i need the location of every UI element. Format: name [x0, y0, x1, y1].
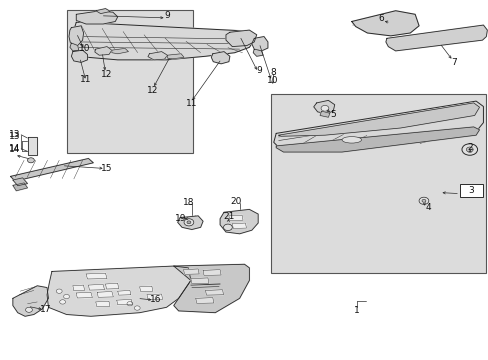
Polygon shape: [183, 269, 199, 274]
Polygon shape: [320, 111, 329, 117]
Polygon shape: [13, 183, 27, 191]
Polygon shape: [177, 216, 203, 229]
Polygon shape: [225, 30, 256, 46]
Text: 6: 6: [377, 14, 383, 23]
Text: 13: 13: [9, 132, 20, 141]
Text: 13: 13: [9, 130, 20, 139]
Polygon shape: [232, 223, 246, 228]
Text: 12: 12: [101, 71, 112, 80]
Circle shape: [63, 294, 69, 299]
Circle shape: [60, 300, 65, 304]
Text: 5: 5: [330, 110, 335, 119]
Polygon shape: [86, 273, 107, 279]
Polygon shape: [385, 25, 487, 51]
Polygon shape: [96, 9, 110, 14]
Text: 11: 11: [80, 75, 92, 84]
Polygon shape: [13, 286, 48, 316]
Bar: [66, 10, 193, 153]
Circle shape: [127, 302, 133, 306]
Polygon shape: [313, 100, 334, 114]
Polygon shape: [95, 46, 112, 55]
Polygon shape: [148, 51, 167, 60]
Text: 2: 2: [467, 143, 472, 152]
Polygon shape: [71, 22, 254, 60]
Text: 15: 15: [101, 164, 113, 173]
Text: 12: 12: [147, 86, 158, 95]
Polygon shape: [88, 284, 104, 290]
Circle shape: [186, 221, 190, 224]
Text: 18: 18: [183, 198, 194, 207]
Circle shape: [321, 105, 328, 111]
Polygon shape: [96, 301, 110, 307]
Polygon shape: [190, 278, 208, 284]
Polygon shape: [76, 12, 118, 24]
Polygon shape: [195, 298, 213, 303]
Text: 7: 7: [450, 58, 456, 67]
Text: 14: 14: [9, 145, 20, 154]
Polygon shape: [253, 49, 263, 56]
Text: 10: 10: [266, 76, 278, 85]
Text: 17: 17: [40, 305, 51, 314]
Text: 3: 3: [468, 186, 473, 195]
Polygon shape: [351, 11, 418, 36]
Circle shape: [461, 144, 477, 155]
Text: 20: 20: [229, 197, 241, 206]
Circle shape: [27, 158, 34, 163]
Polygon shape: [203, 270, 221, 275]
Polygon shape: [71, 50, 87, 62]
Circle shape: [418, 197, 428, 204]
Text: 9: 9: [164, 11, 170, 20]
Polygon shape: [10, 158, 93, 181]
Polygon shape: [228, 215, 243, 221]
Polygon shape: [105, 283, 119, 289]
Polygon shape: [27, 137, 37, 155]
Polygon shape: [211, 51, 229, 64]
Text: 19: 19: [175, 213, 186, 222]
Polygon shape: [70, 43, 79, 51]
Polygon shape: [97, 292, 113, 297]
Circle shape: [223, 224, 232, 230]
Polygon shape: [118, 291, 131, 295]
Text: 1: 1: [353, 306, 359, 315]
Polygon shape: [147, 294, 162, 300]
Text: 16: 16: [149, 294, 161, 303]
Circle shape: [183, 219, 193, 226]
Polygon shape: [69, 26, 83, 45]
Polygon shape: [278, 103, 479, 136]
Polygon shape: [13, 178, 27, 186]
Polygon shape: [112, 48, 128, 54]
Text: 14: 14: [9, 144, 20, 153]
Polygon shape: [205, 290, 223, 295]
Polygon shape: [76, 292, 92, 298]
Text: 10: 10: [79, 44, 90, 53]
Circle shape: [466, 147, 472, 152]
Text: 8: 8: [269, 68, 275, 77]
Polygon shape: [73, 285, 84, 291]
Text: 9: 9: [256, 67, 262, 76]
Circle shape: [56, 289, 62, 293]
Circle shape: [25, 307, 32, 312]
Polygon shape: [47, 266, 190, 316]
Bar: [459, 184, 483, 197]
Text: 21: 21: [223, 212, 234, 221]
Bar: [271, 94, 485, 273]
Text: 4: 4: [425, 203, 431, 212]
Polygon shape: [273, 101, 483, 149]
Polygon shape: [167, 54, 183, 59]
Polygon shape: [140, 286, 153, 292]
Text: 11: 11: [186, 99, 197, 108]
Ellipse shape: [341, 136, 361, 143]
Circle shape: [134, 306, 140, 310]
Polygon shape: [173, 264, 249, 313]
Circle shape: [421, 199, 425, 202]
Polygon shape: [251, 37, 267, 51]
Polygon shape: [276, 127, 479, 152]
Polygon shape: [117, 300, 132, 305]
Polygon shape: [220, 210, 258, 234]
